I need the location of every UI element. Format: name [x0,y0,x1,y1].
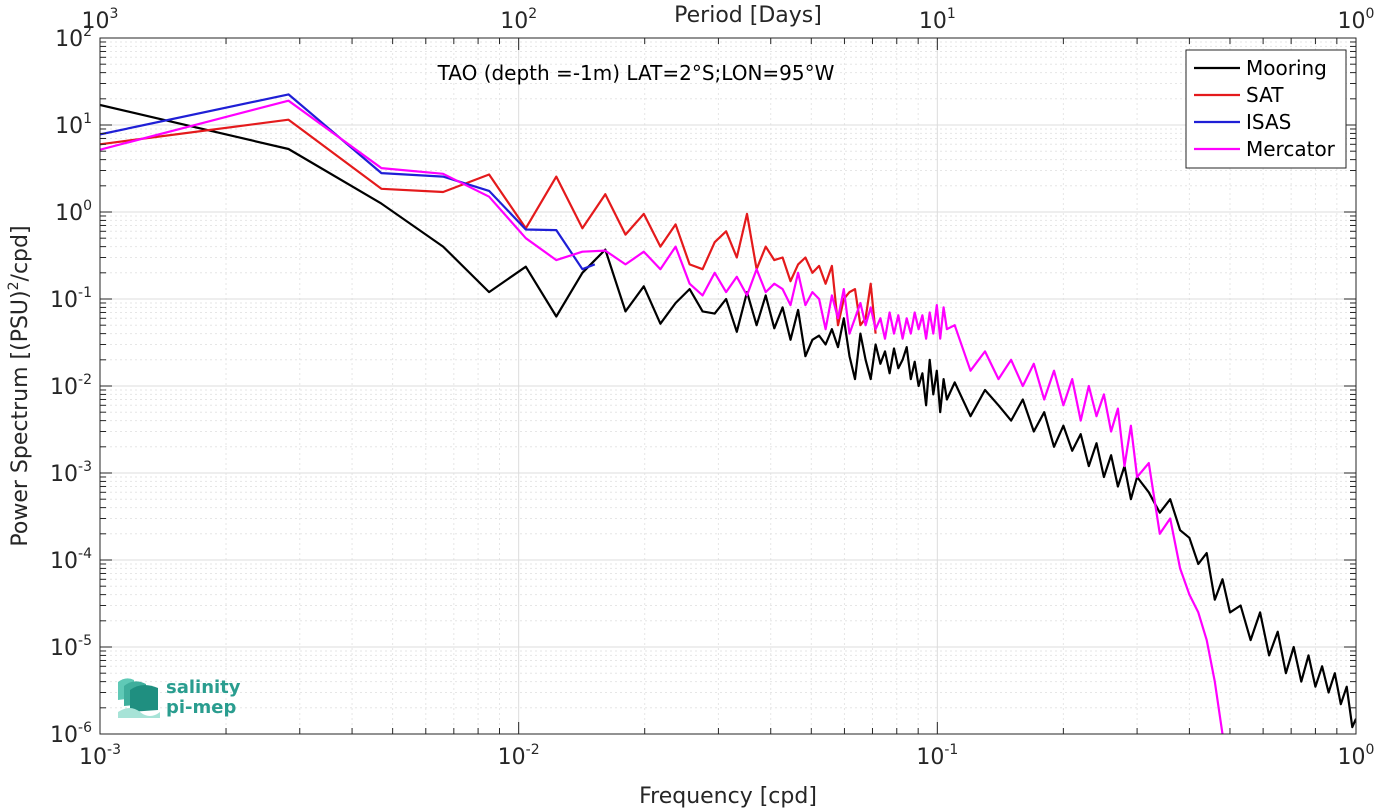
legend-entries: Mooring SAT ISAS Mercator [1194,56,1336,161]
y-tick-label-base: 10 [55,114,83,139]
y-tick-label: 10-1 [50,285,92,313]
y-tick-label-exponent: -3 [78,459,92,475]
y-axis-label-post: /cpd] [8,225,33,281]
y-tick-label-exponent: 1 [83,111,92,127]
y-tick-label-exponent: -4 [78,546,92,562]
y-tick-label: 101 [55,111,92,139]
top-tick-label-base: 10 [919,9,947,34]
x-tick-label: 10-2 [498,742,540,770]
top-tick-label: 102 [500,6,537,34]
legend-label-mercator: Mercator [1246,137,1336,161]
top-axis-label: Period [Days] [674,3,822,28]
x-tick-label-exponent: -2 [526,742,540,758]
top-tick-label-exponent: 1 [947,6,956,22]
logo-wave-front-icon [130,684,158,712]
y-tick-label-base: 10 [50,288,78,313]
x-tick-label-base: 10 [916,745,944,770]
y-tick-label-base: 10 [50,462,78,487]
y-tick-label-exponent: 0 [83,198,92,214]
chart-title: TAO (depth =-1m) LAT=2°S;LON=95°W [437,61,835,85]
x-tick-label-exponent: -1 [944,742,958,758]
x-tick-labels: 10-3 10-2 10-1 100 [79,742,1374,770]
legend-label-isas: ISAS [1246,110,1291,134]
series-line-mooring [100,103,1356,729]
y-axis-label-pre: Power Spectrum [(PSU) [8,290,33,546]
minor-grid [100,38,1356,734]
top-tick-label-base: 10 [82,9,110,34]
x-tick-label-base: 10 [79,745,107,770]
y-tick-label-exponent: -2 [78,372,92,388]
legend-label-mooring: Mooring [1246,56,1327,80]
x-tick-label: 10-1 [916,742,958,770]
x-tick-label: 10-3 [79,742,121,770]
y-tick-label: 100 [55,198,92,226]
top-tick-label: 100 [1338,6,1375,34]
x-tick-label-base: 10 [1338,745,1366,770]
top-tick-label: 103 [82,6,119,34]
y-tick-label-base: 10 [50,636,78,661]
series-layer [100,93,1356,734]
x-tick-label-base: 10 [498,745,526,770]
y-axis-label-sup: 2 [6,281,22,290]
y-tick-label-base: 10 [50,723,78,748]
x-tick-label: 100 [1338,742,1375,770]
x-tick-label-exponent: -3 [107,742,121,758]
y-tick-label: 102 [55,24,92,52]
top-tick-label-base: 10 [1338,9,1366,34]
x-tick-label-exponent: 0 [1366,742,1375,758]
y-tick-label-exponent: -1 [78,285,92,301]
y-tick-label: 10-4 [50,546,92,574]
y-tick-label: 10-3 [50,459,92,487]
top-tick-label-exponent: 2 [528,6,537,22]
y-tick-label-base: 10 [50,375,78,400]
y-tick-label-exponent: -6 [78,720,92,736]
top-tick-label: 101 [919,6,956,34]
series-line-mercator [100,99,1224,734]
tick-marks [99,38,1356,735]
x-axis-label: Frequency [cpd] [639,784,817,809]
logo-line1: salinity [166,677,241,698]
series-line-isas [100,93,596,271]
y-tick-label: 10-2 [50,372,92,400]
y-tick-label-exponent: 2 [83,24,92,40]
top-tick-label-base: 10 [500,9,528,34]
y-tick-label: 10-6 [50,720,92,748]
top-tick-label-exponent: 0 [1366,6,1375,22]
y-tick-label: 10-5 [50,633,92,661]
top-tick-labels: 103 102 101 100 [82,6,1375,34]
y-axis-label: Power Spectrum [(PSU)2/cpd] [6,225,33,546]
y-tick-label-base: 10 [55,27,83,52]
salinity-pi-mep-logo: salinity pi-mep [118,677,241,718]
y-tick-label-base: 10 [55,201,83,226]
y-tick-label-base: 10 [50,549,78,574]
series-line-sat [100,118,877,334]
logo-wave-foam-icon [118,708,160,718]
legend-label-sat: SAT [1246,83,1284,107]
logo-line2: pi-mep [166,697,236,718]
legend: Mooring SAT ISAS Mercator [1185,49,1347,169]
top-tick-label-exponent: 3 [110,6,119,22]
y-tick-label-exponent: -5 [78,633,92,649]
